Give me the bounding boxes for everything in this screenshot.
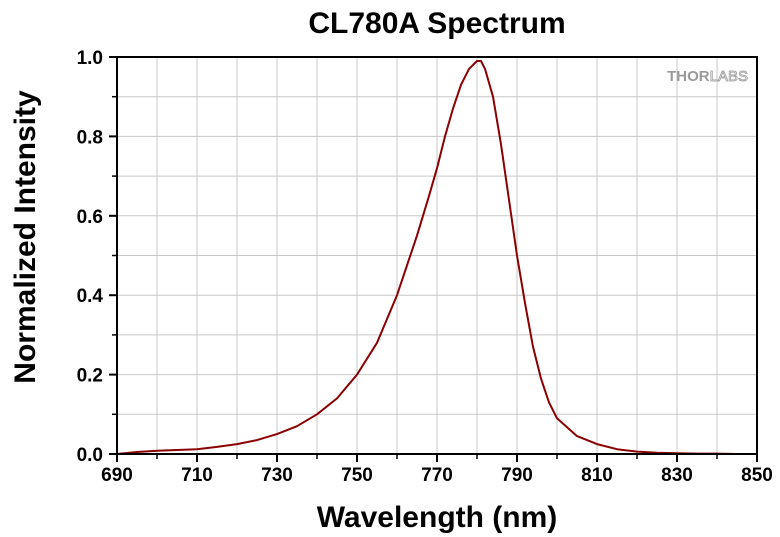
logo-labs-text: LABS: [710, 68, 748, 85]
x-axis-label: Wavelength (nm): [317, 501, 558, 534]
x-tick-labels: 690 710 730 750 770 790 810 830 850: [101, 465, 773, 486]
y-tick-label: 0.4: [77, 286, 104, 307]
logo-thor-text: THOR: [667, 68, 710, 85]
x-tick-label: 850: [741, 465, 773, 486]
y-tick-label: 0.8: [77, 127, 103, 148]
y-tick-label: 0.6: [77, 207, 103, 228]
series-line: [116, 60, 757, 455]
plot-frame: [116, 56, 758, 455]
x-tick-label: 690: [101, 465, 133, 486]
grid-lines: [117, 57, 757, 454]
x-tick-label: 770: [421, 465, 453, 486]
x-tick-label: 710: [181, 465, 213, 486]
x-tick-label: 730: [261, 465, 293, 486]
axis-ticks: [109, 56, 758, 462]
x-tick-label: 750: [341, 465, 373, 486]
x-tick-label: 810: [581, 465, 613, 486]
y-tick-labels: 0.0 0.2 0.4 0.6 0.8 1.0: [77, 48, 104, 466]
thorlabs-logo: THORLABS: [667, 68, 748, 86]
chart-title: CL780A Spectrum: [308, 7, 565, 40]
y-tick-label: 1.0: [77, 48, 103, 69]
x-tick-label: 790: [501, 465, 533, 486]
y-tick-label: 0.2: [77, 366, 103, 387]
svg-text:THORLABS: THORLABS: [667, 68, 748, 85]
y-axis-label: Normalized Intensity: [9, 90, 42, 384]
y-tick-label: 0.0: [77, 445, 103, 466]
x-tick-label: 830: [661, 465, 693, 486]
